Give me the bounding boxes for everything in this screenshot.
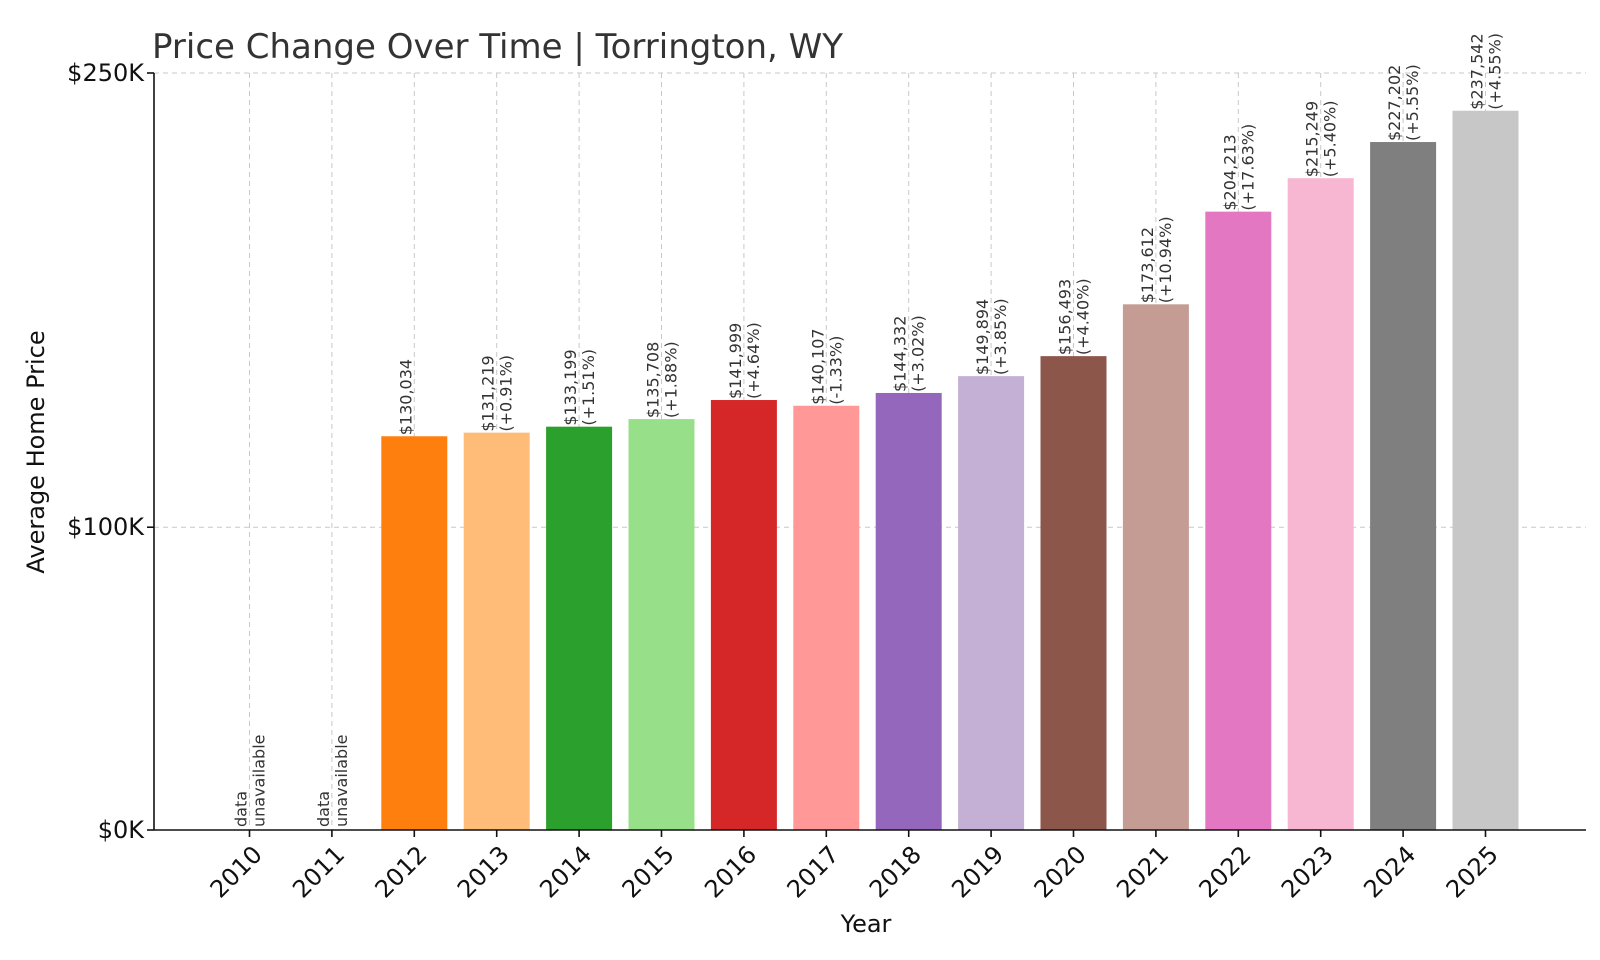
x-tick-label: 2013 <box>452 840 515 903</box>
bar-value-label: $135,708 (+1.88%) <box>644 341 681 418</box>
price-label: $149,894 <box>973 299 992 375</box>
x-tick-label: 2023 <box>1276 840 1339 903</box>
price-label: $131,219 <box>479 355 498 431</box>
price-label: $141,999 <box>726 323 745 399</box>
axes <box>147 72 1586 837</box>
bar <box>1287 178 1354 831</box>
change-label: (+4.55%) <box>1486 33 1505 110</box>
bar-value-label: $204,213 (+17.63%) <box>1220 124 1257 211</box>
x-tick-label: 2024 <box>1358 840 1421 903</box>
bar <box>1122 304 1189 830</box>
x-tick-label: 2016 <box>699 840 762 903</box>
bar <box>793 405 860 830</box>
bars <box>381 110 1519 831</box>
price-label: $135,708 <box>644 342 663 418</box>
price-label: $140,107 <box>808 328 827 404</box>
x-tick-label: 2014 <box>534 840 597 903</box>
change-label: (+5.40%) <box>1321 101 1340 178</box>
x-tick-label: 2022 <box>1194 840 1257 903</box>
price-label: $130,034 <box>396 359 415 435</box>
change-label: (+1.51%) <box>579 349 598 426</box>
bar-value-label: $173,612 (+10.94%) <box>1138 216 1175 303</box>
price-label: $227,202 <box>1385 65 1404 141</box>
change-label: (+10.94%) <box>1156 216 1175 303</box>
change-label: (+5.55%) <box>1403 64 1422 141</box>
bar <box>381 436 448 830</box>
missing-label-line1: data <box>232 791 251 827</box>
y-tick-label: $100K <box>67 513 145 541</box>
bar-value-label: $141,999 (+4.64%) <box>726 322 763 399</box>
price-label: $204,213 <box>1220 134 1239 210</box>
missing-label-line1: data <box>314 791 333 827</box>
bar <box>875 392 942 830</box>
x-tick-label: 2019 <box>946 840 1009 903</box>
price-label: $144,332 <box>891 316 910 392</box>
missing-label-line2: unavailable <box>332 735 351 828</box>
x-tick-label: 2020 <box>1029 840 1092 903</box>
bar-value-label: $140,107 (-1.33%) <box>808 328 845 404</box>
chart-title: Price Change Over Time | Torrington, WY <box>152 27 843 67</box>
x-tick-label: 2025 <box>1441 840 1504 903</box>
change-label: (+4.40%) <box>1074 278 1093 355</box>
missing-label-line2: unavailable <box>250 735 269 828</box>
price-label: $156,493 <box>1056 279 1075 355</box>
x-tick-label: 2011 <box>287 840 350 903</box>
bar <box>628 419 695 830</box>
x-tick-labels: 2010 2011 2012 2013 2014 2015 2016 2017 2018 2019… <box>205 840 1504 903</box>
bar-value-label: $227,202 (+5.55%) <box>1385 64 1422 141</box>
bar <box>1040 356 1107 830</box>
change-label: (+0.91%) <box>497 355 516 432</box>
bar <box>958 376 1025 830</box>
bar-value-label: $131,219 (+0.91%) <box>479 355 516 432</box>
y-axis-label: Average Home Price <box>22 330 50 573</box>
missing-data-label: data unavailable <box>314 735 351 828</box>
bar-value-label: $144,332 (+3.02%) <box>891 315 928 392</box>
x-axis-label: Year <box>840 910 892 938</box>
y-tick-labels: $0K $100K $250K <box>67 59 145 844</box>
x-tick-label: 2015 <box>617 840 680 903</box>
bar-value-label: $133,199 (+1.51%) <box>561 349 598 426</box>
change-label: (+3.02%) <box>909 315 928 392</box>
bar-value-label: $149,894 (+3.85%) <box>973 298 1010 375</box>
y-tick-label: $250K <box>67 59 145 87</box>
bar-value-label: $130,034 <box>396 359 415 435</box>
missing-data-label: data unavailable <box>232 735 269 828</box>
bar <box>1370 142 1437 830</box>
price-label: $237,542 <box>1468 33 1487 109</box>
price-label: $133,199 <box>561 349 580 425</box>
x-tick-label: 2010 <box>205 840 268 903</box>
bar-value-label: $156,493 (+4.40%) <box>1056 278 1093 355</box>
change-label: (+3.85%) <box>991 298 1010 375</box>
price-label: $173,612 <box>1138 227 1157 303</box>
x-tick-label: 2021 <box>1111 840 1174 903</box>
x-tick-label: 2018 <box>864 840 927 903</box>
bar <box>463 432 530 830</box>
change-label: (-1.33%) <box>826 336 845 405</box>
bar <box>546 426 613 830</box>
y-tick-label: $0K <box>98 816 146 844</box>
x-tick-label: 2012 <box>370 840 433 903</box>
bar-labels: data unavailable data unavailable$130,034 $1… <box>232 33 1505 827</box>
bar-value-label: $215,249 (+5.40%) <box>1303 101 1340 178</box>
bar-value-label: $237,542 (+4.55%) <box>1468 33 1505 110</box>
bar <box>710 400 777 830</box>
change-label: (+1.88%) <box>662 341 681 418</box>
change-label: (+17.63%) <box>1238 124 1257 211</box>
bar <box>1452 110 1519 830</box>
price-label: $215,249 <box>1303 101 1322 177</box>
bar <box>1205 211 1272 830</box>
x-tick-label: 2017 <box>782 840 845 903</box>
change-label: (+4.64%) <box>744 322 763 399</box>
